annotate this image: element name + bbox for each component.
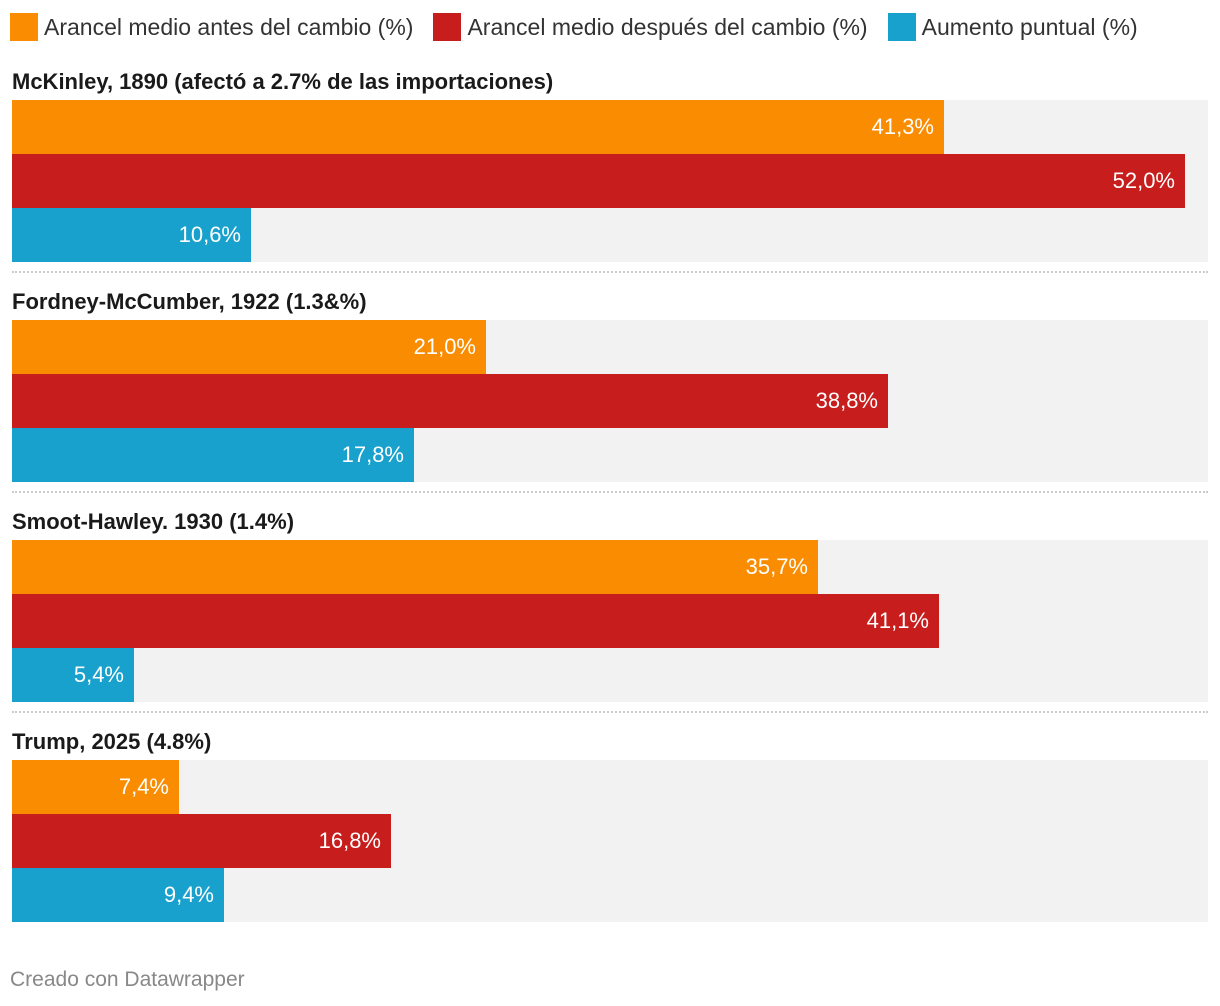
group-divider bbox=[12, 491, 1208, 493]
bar-value-label: 9,4% bbox=[163, 882, 214, 907]
bar-value-label: 41,1% bbox=[866, 608, 929, 633]
bar-value-label: 17,8% bbox=[341, 442, 404, 467]
group-title: Smoot-Hawley. 1930 (1.4%) bbox=[12, 509, 295, 534]
bar-value-label: 21,0% bbox=[413, 334, 476, 359]
bar-track: 21,0% bbox=[12, 320, 1208, 374]
bar-track: 41,1% bbox=[12, 594, 1208, 648]
bar-value-label: 10,6% bbox=[178, 222, 241, 247]
footer-credit: Creado con Datawrapper bbox=[10, 968, 245, 991]
group-title: Trump, 2025 (4.8%) bbox=[12, 729, 212, 754]
bar-track: 52,0% bbox=[12, 154, 1208, 208]
bar-value-label: 35,7% bbox=[745, 554, 808, 579]
bar-group-2: Fordney-McCumber, 1922 (1.3&%) 21,0% 38,8%… bbox=[12, 284, 1208, 482]
bar bbox=[12, 208, 251, 262]
bar-group-1: McKinley, 1890 (afectó a 2.7% de las imp… bbox=[12, 64, 1208, 262]
legend-item-after: Arancel medio después del cambio (%) bbox=[433, 13, 868, 41]
bar-value-label: 7,4% bbox=[118, 774, 169, 799]
bar-track: 16,8% bbox=[12, 814, 1208, 868]
bar bbox=[12, 594, 939, 648]
bar bbox=[12, 100, 944, 154]
legend-item-increase: Aumento puntual (%) bbox=[887, 13, 1138, 41]
group-divider bbox=[12, 711, 1208, 713]
bar-track: 38,8% bbox=[12, 374, 1208, 428]
group-title: McKinley, 1890 (afectó a 2.7% de las imp… bbox=[12, 69, 554, 94]
bar-value-label: 38,8% bbox=[815, 388, 878, 413]
bar-track: 41,3% bbox=[12, 100, 1208, 154]
bar bbox=[12, 868, 224, 922]
bar bbox=[12, 154, 1185, 208]
bar-track: 35,7% bbox=[12, 540, 1208, 594]
bar-value-label: 5,4% bbox=[73, 662, 124, 687]
legend-label-before: Arancel medio antes del cambio (%) bbox=[44, 13, 414, 40]
bar-value-label: 52,0% bbox=[1112, 168, 1175, 193]
legend-swatch-after bbox=[433, 13, 462, 41]
bar bbox=[12, 428, 414, 482]
bar bbox=[12, 648, 134, 702]
bar-value-label: 16,8% bbox=[318, 828, 381, 853]
bar bbox=[12, 320, 486, 374]
bar-track: 17,8% bbox=[12, 428, 1208, 482]
legend-label-after: Arancel medio después del cambio (%) bbox=[467, 13, 868, 40]
legend-item-before: Arancel medio antes del cambio (%) bbox=[10, 13, 413, 41]
bar bbox=[12, 540, 818, 594]
legend-swatch-before bbox=[10, 13, 38, 41]
group-title: Fordney-McCumber, 1922 (1.3&%) bbox=[12, 289, 367, 314]
bar bbox=[12, 814, 391, 868]
bar-group-3: Smoot-Hawley. 1930 (1.4%) 35,7% 41,1% 5,4% bbox=[12, 504, 1208, 702]
legend: Arancel medio antes del cambio (%) Aranc… bbox=[10, 12, 1158, 42]
bar-track: 5,4% bbox=[12, 648, 1208, 702]
bar-track: 9,4% bbox=[12, 868, 1208, 922]
legend-swatch-increase bbox=[887, 13, 916, 41]
bar-group-4: Trump, 2025 (4.8%) 7,4% 16,8% 9,4% bbox=[12, 724, 1208, 922]
bar-value-label: 41,3% bbox=[871, 114, 934, 139]
bar bbox=[12, 374, 888, 428]
bar bbox=[12, 760, 179, 814]
legend-label-increase: Aumento puntual (%) bbox=[921, 13, 1138, 40]
group-divider bbox=[12, 271, 1208, 273]
bar-track: 7,4% bbox=[12, 760, 1208, 814]
bar-track: 10,6% bbox=[12, 208, 1208, 262]
